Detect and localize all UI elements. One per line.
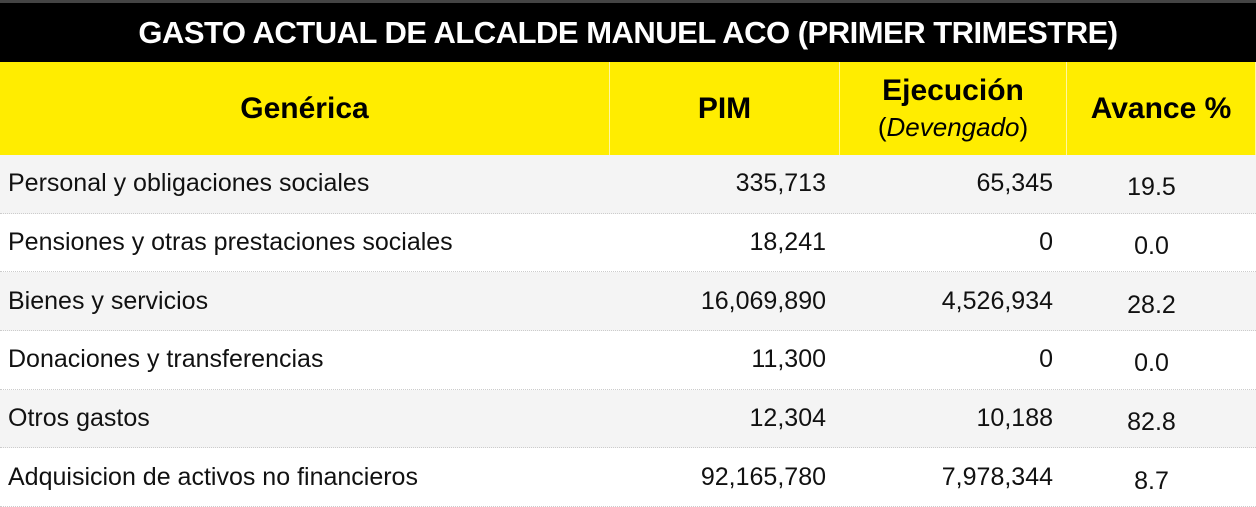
table-row: Pensiones y otras prestaciones sociales 1… (0, 214, 1256, 273)
cell-generica: Otros gastos (8, 404, 150, 433)
cell-pim: 18,241 (749, 228, 826, 257)
header-pim: PIM (610, 62, 840, 155)
cell-generica: Personal y obligaciones sociales (8, 169, 370, 198)
table-body: Personal y obligaciones sociales 335,713 6… (0, 155, 1256, 507)
table-row: Donaciones y transferencias 11,300 0 0.0 (0, 331, 1256, 390)
header-avance: Avance % (1067, 62, 1256, 155)
cell-generica: Adquisicion de activos no financieros (8, 462, 418, 491)
cell-generica: Bienes y servicios (8, 286, 209, 315)
cell-avance: 28.2 (1127, 290, 1176, 319)
header-ejecucion-sub: (Devengado) (878, 109, 1028, 145)
header-devengado: Devengado (886, 111, 1020, 142)
paren-close: ) (1019, 111, 1029, 142)
cell-pim: 11,300 (751, 345, 826, 374)
cell-pim: 92,165,780 (700, 462, 826, 491)
cell-pim: 16,069,890 (700, 286, 826, 315)
cell-ejecucion: 0 (1039, 228, 1053, 257)
table-row: Otros gastos 12,304 10,188 82.8 (0, 389, 1256, 449)
cell-avance: 82.8 (1127, 408, 1176, 437)
table-header: Genérica PIM Ejecución (Devengado) Avanc… (0, 62, 1256, 155)
cell-avance: 0.0 (1134, 349, 1169, 378)
cell-ejecucion: 4,526,934 (941, 286, 1053, 315)
cell-avance: 8.7 (1134, 466, 1169, 495)
cell-ejecucion: 0 (1039, 345, 1053, 374)
cell-ejecucion: 65,345 (976, 169, 1053, 198)
cell-generica: Pensiones y otras prestaciones sociales (8, 228, 453, 257)
header-ejecucion-label: Ejecución (882, 73, 1024, 107)
cell-avance: 19.5 (1127, 173, 1176, 202)
table-row: Personal y obligaciones sociales 335,713 6… (0, 155, 1256, 214)
table-row: Bienes y servicios 16,069,890 4,526,934 28.… (0, 272, 1256, 332)
table-row: Adquisicion de activos no financieros 92,… (0, 448, 1256, 507)
cell-generica: Donaciones y transferencias (8, 345, 324, 374)
cell-ejecucion: 7,978,344 (941, 462, 1053, 491)
cell-ejecucion: 10,188 (976, 404, 1053, 433)
header-generica: Genérica (0, 62, 610, 155)
table-title: GASTO ACTUAL DE ALCALDE MANUEL ACO (PRIM… (0, 0, 1256, 62)
cell-pim: 335,713 (735, 169, 826, 198)
header-ejecucion: Ejecución (Devengado) (840, 62, 1067, 155)
cell-avance: 0.0 (1134, 232, 1169, 261)
cell-pim: 12,304 (749, 404, 826, 433)
paren-open: ( (877, 111, 887, 142)
